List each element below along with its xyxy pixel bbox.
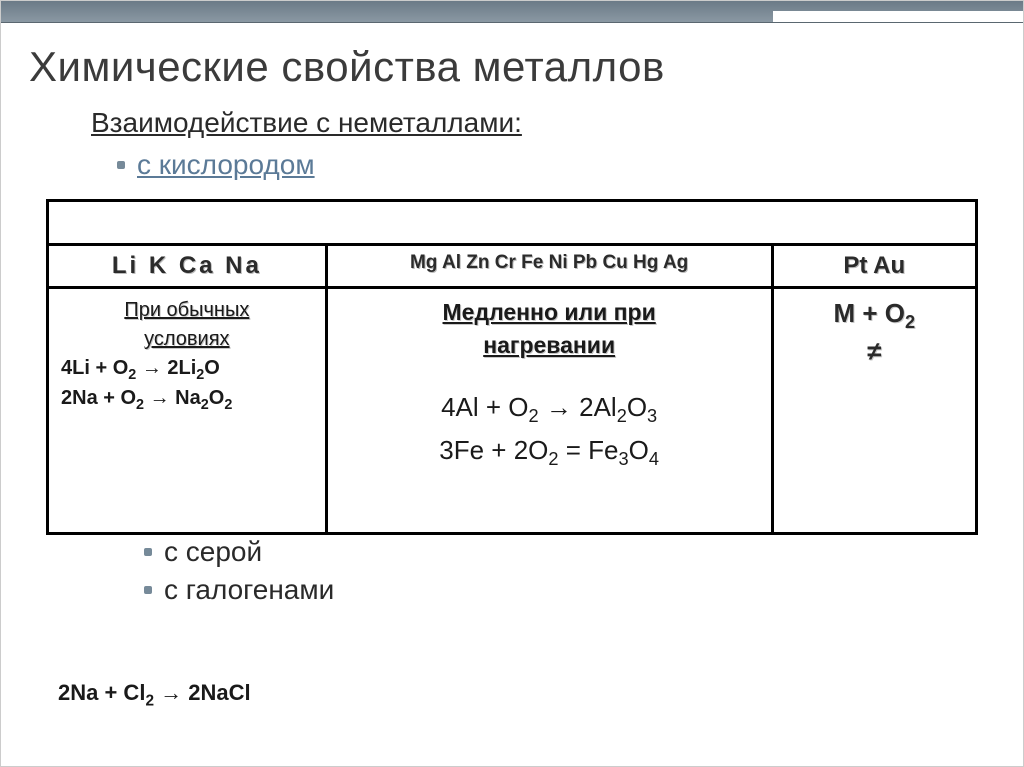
table-metals-row: Li K Ca Na Mg Al Zn Cr Fe Ni Pb Cu Hg Ag… [48,245,977,288]
c1-eq1: 4Li + O2 → 2Li2O [55,355,319,385]
c2-condition-l1: Медленно или при [334,297,765,328]
reactivity-table: Li K Ca Na Mg Al Zn Cr Fe Ni Pb Cu Hg Ag… [46,199,978,535]
c2-eq1: 4Al + O2 → 2Al2O3 [334,387,765,430]
cell-noble-metals: M + O2 ≠ [772,288,976,534]
col1-metals: Li K Ca Na [112,252,262,279]
reactivity-table-wrap: Li K Ca Na Mg Al Zn Cr Fe Ni Pb Cu Hg Ag… [1,187,1023,535]
table-body-row: При обычных условиях 4Li + O2 → 2Li2O 2N… [48,288,977,534]
top-accent-bar [1,1,1023,23]
bullet-icon [144,548,152,556]
bullet-icon [117,161,125,169]
table-header-empty-row [48,201,977,245]
bullet-sulfur: с серой [164,536,262,568]
subtitle-text: Взаимодействие с неметаллами: [91,107,933,139]
c3-line1: M + O2 [780,297,969,335]
bullet-sulfur-row: с серой [118,536,334,568]
bottom-equation: 2Na + Cl2 → 2NaCl [58,680,251,710]
c1-condition-l2: условиях [55,326,319,353]
col3-metals: Pt Au [843,252,905,279]
bullet-halogens-row: с галогенами [118,574,334,606]
bullet-oxygen-link[interactable]: с кислородом [137,149,315,181]
subtitle-block: Взаимодействие с неметаллами: с кислород… [1,99,1023,181]
c1-condition-l1: При обычных [55,297,319,324]
c2-eq2: 3Fe + 2O2 = Fe3O4 [334,430,765,473]
overlay-bullets: с серой с галогенами [118,536,334,612]
bullet-oxygen-row: с кислородом [91,149,933,181]
col2-metals: Mg Al Zn Cr Fe Ni Pb Cu Hg Ag [410,252,688,273]
slide: Химические свойства металлов Взаимодейст… [0,0,1024,767]
page-title: Химические свойства металлов [1,23,1023,99]
bullet-icon [144,586,152,594]
bullet-halogens: с галогенами [164,574,334,606]
cell-medium-metals: Медленно или при нагревании 4Al + O2 → 2… [326,288,772,534]
c1-eq2: 2Na + O2 → Na2O2 [55,385,319,415]
c2-condition-l2: нагревании [334,330,765,361]
cell-active-metals: При обычных условиях 4Li + O2 → 2Li2O 2N… [48,288,327,534]
c3-line2: ≠ [780,335,969,369]
